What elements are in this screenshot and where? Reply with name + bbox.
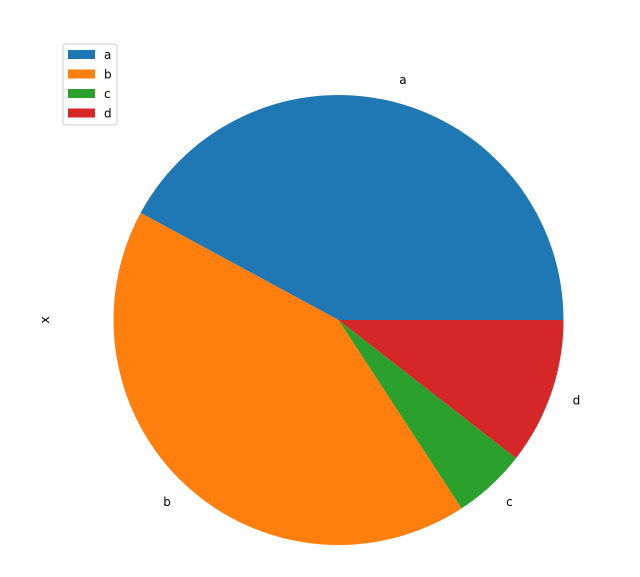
legend-label-a: a: [104, 48, 111, 62]
legend-swatch-c: [68, 89, 95, 98]
slice-labels: a b c d: [163, 73, 580, 509]
pie-slice-c: [338, 320, 517, 509]
slice-label-d: d: [573, 393, 581, 407]
pie-slice-d: [338, 320, 564, 459]
legend-label-b: b: [104, 68, 112, 82]
legend-label-c: c: [104, 87, 111, 101]
legend-swatch-a: [68, 50, 95, 59]
slice-label-b: b: [163, 495, 171, 509]
legend-label-d: d: [104, 107, 112, 121]
pie-slice-a: [140, 94, 564, 321]
slice-label-c: c: [506, 495, 513, 509]
pie-slices: [113, 94, 564, 545]
legend-frame: [62, 43, 118, 126]
pie-slice-b: [113, 212, 462, 545]
slice-label-a: a: [399, 73, 406, 87]
legend-swatch-d: [68, 108, 95, 118]
legend-swatch-b: [68, 69, 95, 79]
y-axis-label: x: [38, 316, 52, 323]
